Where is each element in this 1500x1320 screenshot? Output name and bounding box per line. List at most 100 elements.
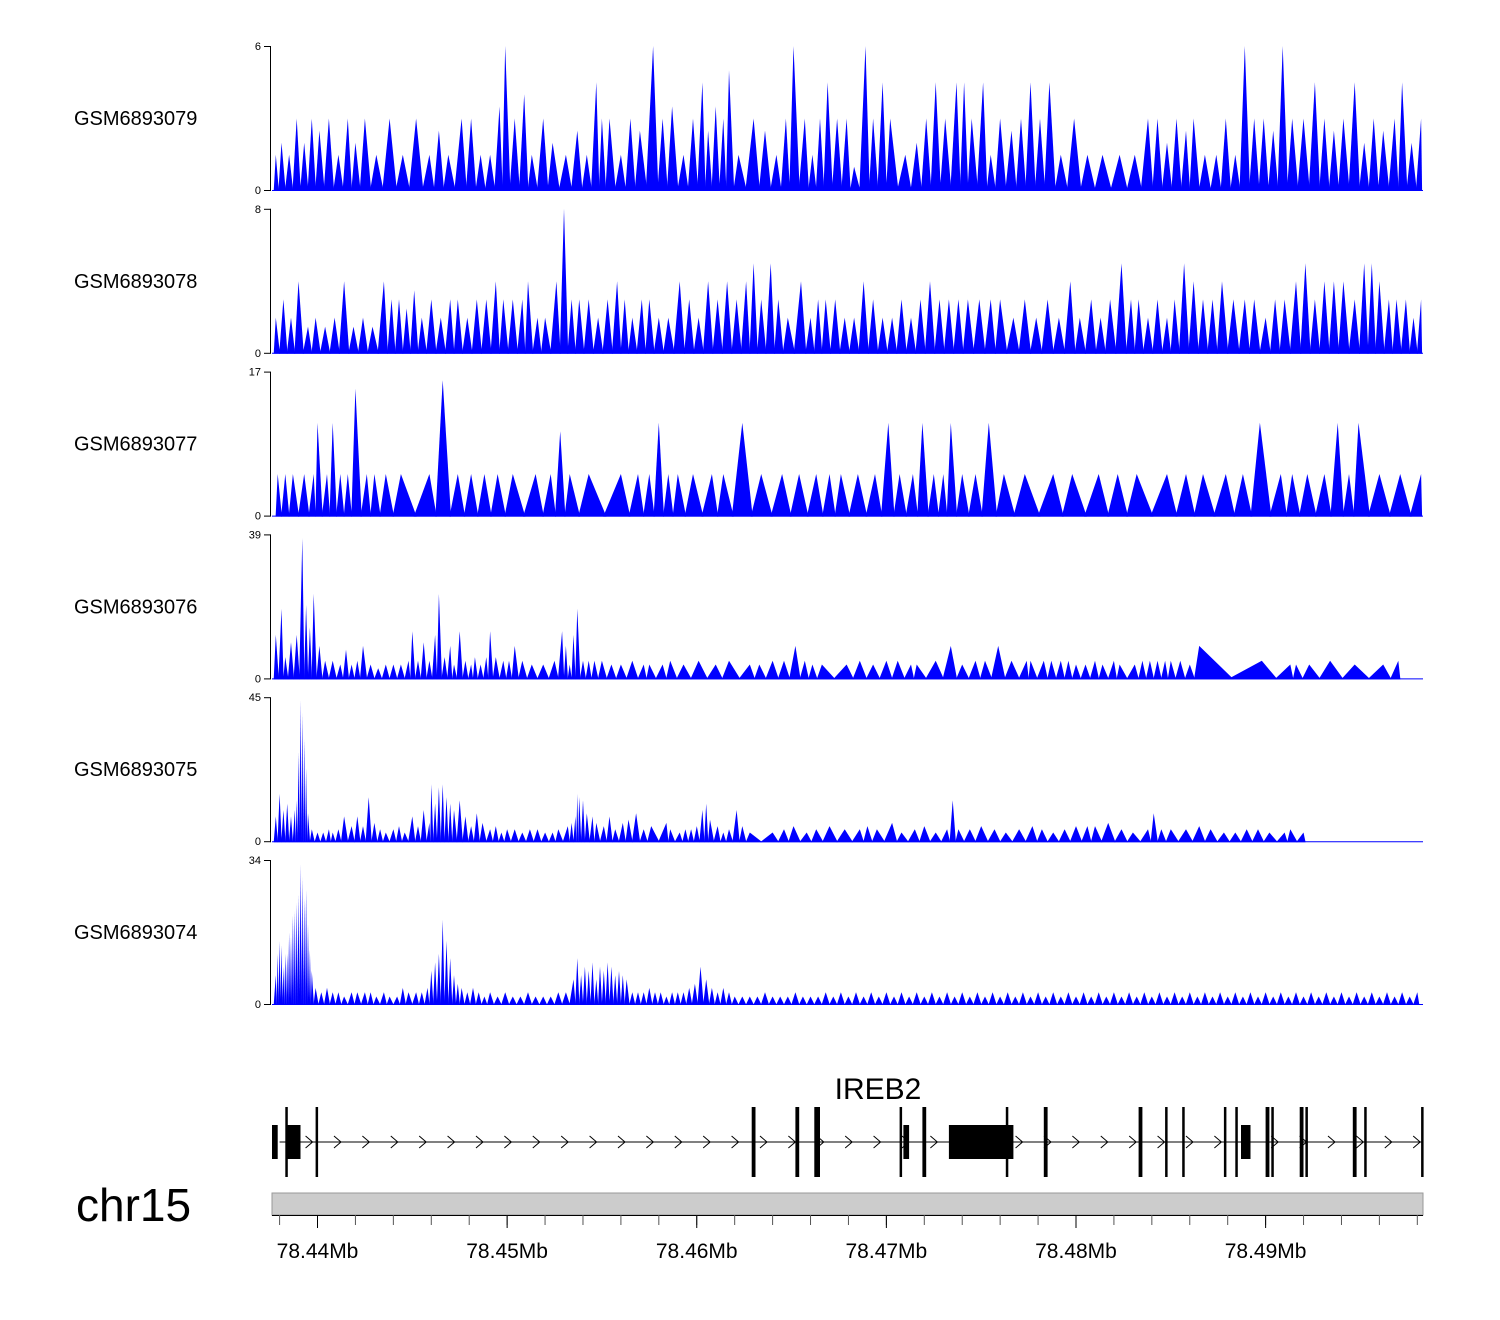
coverage-peak (426, 299, 437, 354)
coverage-peak (777, 660, 791, 680)
coverage-peak (924, 281, 936, 354)
coverage-peak (348, 664, 355, 680)
coverage-peak (1319, 118, 1330, 191)
coverage-peak (351, 388, 362, 517)
coverage-peak (525, 829, 535, 843)
coverage-peak (285, 803, 290, 843)
coverage-peak (1126, 832, 1142, 843)
coverage-track: GSM6893076 39 0 (74, 529, 1423, 685)
coverage-peak (1285, 474, 1301, 517)
coverage-peak (559, 208, 569, 354)
coverage-peak (1117, 996, 1126, 1005)
coverage-peak (1003, 992, 1012, 1005)
coverage-peak (806, 996, 815, 1005)
coverage-peak (1315, 474, 1332, 517)
coverage-peak (1329, 996, 1338, 1005)
coverage-peak (618, 822, 626, 843)
coverage-peak (599, 826, 607, 843)
coverage-peak (745, 118, 760, 191)
coverage-peak (910, 142, 922, 191)
coverage-peak (301, 713, 304, 843)
coverage-peak (1390, 660, 1401, 680)
coverage-peak (1126, 664, 1139, 680)
coverage-peak (1269, 996, 1278, 1005)
coverage-peak (1230, 154, 1241, 191)
coverage-peak (1246, 992, 1255, 1005)
coverage-peak (655, 664, 667, 680)
coverage-peak (808, 154, 817, 191)
coverage-peak (1409, 474, 1423, 517)
coverage-peak (687, 829, 695, 843)
coverage-peak (516, 996, 525, 1005)
gene-exon (1223, 1107, 1227, 1177)
coverage-peak (1178, 263, 1190, 354)
coverage-peak (387, 299, 396, 354)
coverage-peak (808, 664, 818, 680)
coverage-peak (548, 660, 559, 680)
coverage-peak (865, 664, 881, 680)
coverage-peak (1074, 317, 1086, 354)
coverage-peak (841, 118, 851, 191)
coverage-peak (1071, 996, 1081, 1005)
coverage-peak (546, 996, 555, 1005)
coverage-peak (280, 945, 283, 1005)
coverage-peak (782, 317, 796, 354)
coverage-peak (459, 987, 465, 1005)
coverage-peak (598, 966, 603, 1005)
coverage-peak (674, 832, 683, 843)
coverage-peak (874, 996, 883, 1005)
coverage-peak (499, 660, 507, 680)
coverage-peak (1134, 299, 1144, 354)
coverage-peak (628, 474, 645, 517)
coverage-peak (578, 797, 582, 843)
coverage-peak (584, 813, 590, 843)
coverage-peak (1189, 118, 1200, 191)
coverage-peak (1383, 299, 1393, 354)
coverage-peak (634, 130, 648, 191)
coverage-peak (701, 474, 719, 517)
strand-arrow (873, 1135, 882, 1149)
coverage-peak (721, 660, 741, 680)
coverage-peak (1094, 992, 1103, 1005)
coverage-peak (399, 987, 406, 1005)
coverage-peak (738, 996, 747, 1005)
coverage-peak (1047, 660, 1057, 680)
coverage-peak (508, 996, 517, 1005)
coverage-peak (1170, 992, 1179, 1005)
coverage-peak (1309, 299, 1321, 354)
coverage-peak (1034, 118, 1046, 191)
coverage-peak (287, 642, 295, 680)
coverage-peak (877, 317, 888, 354)
coverage-peak (444, 941, 449, 1005)
coverage-peak (605, 118, 616, 191)
coverage-peak (1220, 118, 1231, 191)
chromosome-label: chr15 (76, 1179, 191, 1231)
coverage-peak (493, 996, 502, 1005)
coverage-peak (883, 822, 898, 843)
coverage-peak (646, 664, 657, 680)
coverage-peak (921, 118, 932, 191)
coverage-peak (1229, 832, 1242, 843)
coverage-peak (968, 660, 981, 680)
coverage-peak (852, 660, 868, 680)
coverage-peak (311, 593, 317, 680)
coverage-peak (1100, 822, 1116, 843)
x-tick-label: 78.45Mb (466, 1240, 548, 1263)
coverage-peak (1382, 992, 1392, 1005)
coverage-peak (1090, 826, 1103, 843)
coverage-peak (943, 299, 955, 354)
x-tick-label: 78.49Mb (1225, 1240, 1307, 1263)
coverage-peak (582, 966, 587, 1005)
coverage-peak (440, 919, 445, 1005)
coverage-peak (691, 983, 698, 1005)
coverage-peak (348, 326, 359, 354)
coverage-peak (915, 299, 926, 354)
coverage-peak (273, 975, 277, 1005)
gene-label: IREB2 (835, 1073, 922, 1106)
coverage-peak (704, 803, 709, 843)
coverage-peak (292, 810, 296, 843)
coverage-peak (713, 826, 721, 843)
coverage-peak (477, 474, 492, 517)
coverage-peak (1191, 826, 1206, 843)
coverage-peak (1259, 317, 1271, 354)
